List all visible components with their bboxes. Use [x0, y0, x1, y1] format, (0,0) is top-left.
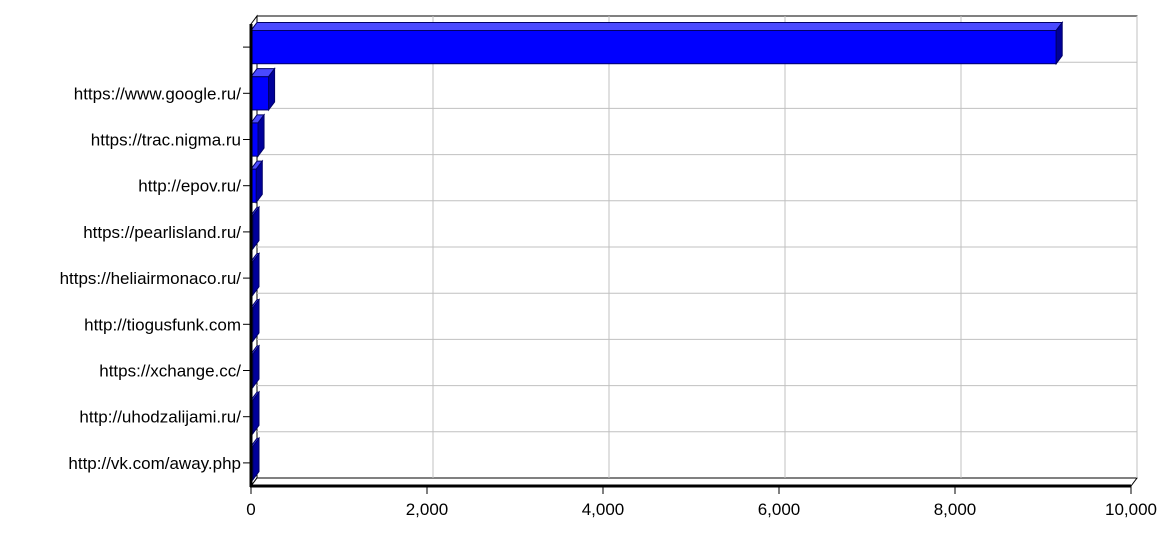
x-tick-label: 10,000 [1105, 500, 1157, 519]
category-label: https://pearlisland.ru/ [83, 223, 241, 242]
category-label: https://www.google.ru/ [74, 84, 242, 103]
bar-side [252, 436, 260, 482]
category-label: http://uhodzalijami.ru/ [79, 408, 241, 427]
bar-side [252, 251, 260, 297]
x-tick-label: 4,000 [582, 500, 625, 519]
bar-side [252, 390, 260, 435]
bars [249, 20, 1064, 482]
gridlines [257, 16, 1138, 478]
bar-side [255, 159, 263, 204]
bar [250, 159, 264, 204]
bar-side [257, 113, 265, 158]
bar-side [252, 344, 260, 389]
x-tick-label: 6,000 [758, 500, 801, 519]
bar [250, 20, 1064, 66]
axes [243, 24, 1132, 494]
plot-area [250, 14, 1138, 488]
x-tick-label: 8,000 [934, 500, 977, 519]
category-label: https://xchange.cc/ [99, 362, 241, 381]
bar-top [250, 21, 1064, 31]
category-label: http://vk.com/away.php [68, 454, 241, 473]
bar [250, 113, 266, 158]
x-tick-label: 0 [246, 500, 255, 519]
x-tick-labels: 0 2,000 4,000 6,000 8,000 10,000 [246, 500, 1157, 519]
bar-side [268, 67, 276, 112]
bar-front [250, 29, 1057, 65]
category-label: http://epov.ru/ [138, 177, 241, 196]
category-label: http://tiogusfunk.com [84, 315, 241, 334]
category-labels: https://www.google.ru/https://trac.nigma… [60, 84, 242, 473]
bar-side [252, 205, 260, 251]
bar [250, 67, 276, 112]
category-label: https://heliairmonaco.ru/ [60, 269, 242, 288]
bar-side [1055, 20, 1063, 66]
bar-front [250, 76, 270, 111]
category-label: https://trac.nigma.ru [91, 131, 241, 150]
x-tick-label: 2,000 [406, 500, 449, 519]
bar-side [252, 298, 260, 343]
